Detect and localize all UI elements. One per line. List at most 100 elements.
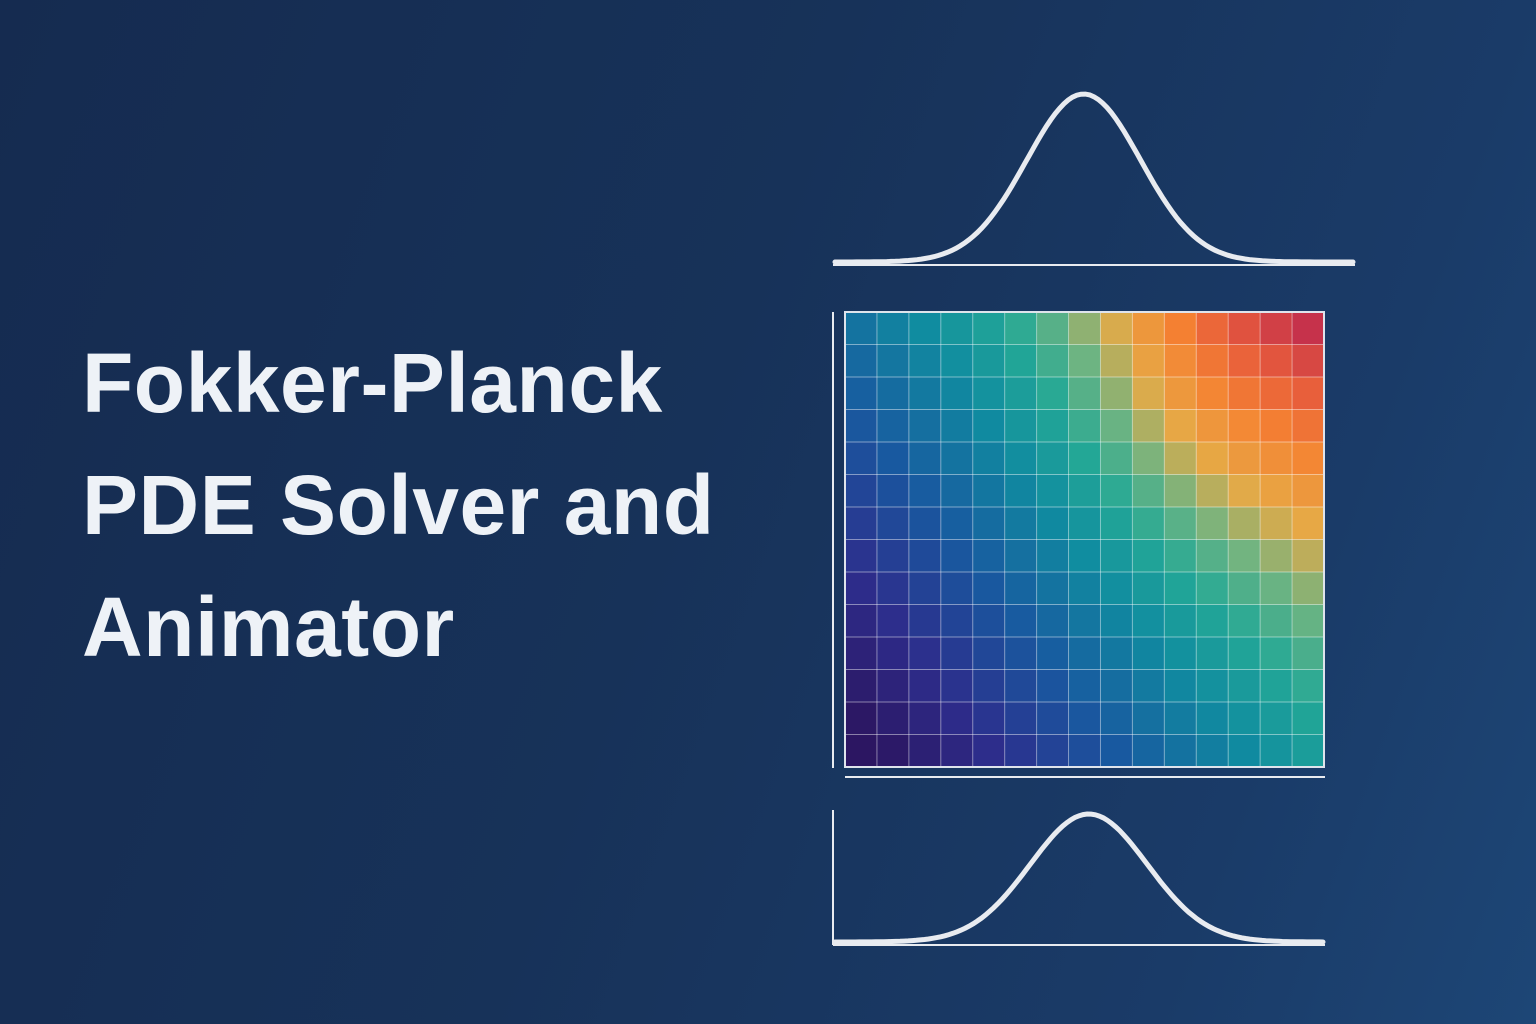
heatmap-cell (908, 507, 942, 540)
heatmap-cell (1164, 637, 1197, 670)
heatmap-cell (1004, 637, 1037, 670)
heatmap-cell (1068, 409, 1101, 443)
heatmap-cell (1004, 442, 1037, 475)
heatmap-cell (1004, 669, 1037, 703)
heatmap-cell (1036, 377, 1069, 410)
heatmap-cell (972, 669, 1005, 703)
heatmap-cell (1164, 604, 1197, 638)
heatmap-cell (1196, 474, 1229, 508)
heatmap-cell (1164, 377, 1197, 410)
heatmap-cell (876, 442, 910, 475)
heatmap-cell (1164, 507, 1197, 540)
heatmap-cell (940, 734, 974, 768)
heatmap-cell (876, 572, 910, 605)
heatmap-cell (1132, 604, 1165, 638)
heatmap-cell (1132, 539, 1165, 573)
heatmap-cell (1260, 312, 1293, 345)
heatmap-cell (940, 572, 974, 605)
heatmap-cell (1036, 734, 1069, 768)
title-line-2: PDE Solver and (82, 458, 715, 552)
heatmap-cell (876, 344, 910, 378)
heatmap-cell (1068, 669, 1101, 703)
heatmap-cell (1100, 507, 1133, 540)
heatmap-cell (1132, 637, 1165, 670)
heatmap-cell (876, 734, 910, 768)
heatmap-cell (1132, 409, 1165, 443)
heatmap-cell (1132, 734, 1165, 768)
heatmap-cell (1004, 507, 1037, 540)
heatmap-cell (1100, 669, 1133, 703)
heatmap-cell (1164, 409, 1197, 443)
heatmap-cell (1260, 539, 1293, 573)
heatmap-cell (940, 442, 974, 475)
heatmap-cell (940, 377, 974, 410)
heatmap-cell (1228, 409, 1261, 443)
heatmap-cell (1164, 669, 1197, 703)
heatmap-cell (1260, 442, 1293, 475)
heatmap-cell (972, 637, 1005, 670)
heatmap-cell (1260, 669, 1293, 703)
heatmap-cell (1292, 669, 1325, 703)
heatmap-cell (1036, 604, 1069, 638)
heatmap-cell (1196, 669, 1229, 703)
heatmap-cell (1132, 442, 1165, 475)
heatmap-cell (1068, 734, 1101, 768)
heatmap-cell (1196, 312, 1229, 345)
heatmap-cell (876, 539, 910, 573)
heatmap-cell (1164, 344, 1197, 378)
heatmap-cell (1196, 377, 1229, 410)
heatmap-grid (845, 312, 1325, 768)
heatmap-cell (1100, 377, 1133, 410)
heatmap-cell (940, 474, 974, 508)
heatmap-cell (1068, 702, 1101, 735)
heatmap-cell (1036, 507, 1069, 540)
heatmap-cell (908, 442, 942, 475)
heatmap-cell (908, 669, 942, 703)
heatmap-cell (908, 539, 942, 573)
heatmap-cell (1004, 604, 1037, 638)
heatmap-cell (1132, 669, 1165, 703)
heatmap-cell (1100, 604, 1133, 638)
heatmap-cell (1036, 539, 1069, 573)
heatmap-cell (845, 539, 878, 573)
heatmap-cell (1068, 572, 1101, 605)
heatmap-cell (845, 669, 878, 703)
heatmap-cell (1164, 702, 1197, 735)
heatmap-cell (845, 702, 878, 735)
heatmap-cell (940, 669, 974, 703)
heatmap-cell (908, 637, 942, 670)
heatmap-cell (1164, 474, 1197, 508)
heatmap-cell (908, 312, 942, 345)
heatmap-cell (1036, 344, 1069, 378)
heatmap-cell (1228, 572, 1261, 605)
heatmap-cell (1004, 572, 1037, 605)
heatmap-cell (1164, 442, 1197, 475)
heatmap-cell (1260, 409, 1293, 443)
heatmap-cell (1004, 702, 1037, 735)
heatmap-cell (845, 572, 878, 605)
heatmap-cell (845, 637, 878, 670)
heatmap-cell (1036, 669, 1069, 703)
title-line-1: Fokker-Planck (82, 336, 663, 430)
heatmap-cell (908, 474, 942, 508)
heatmap-cell (1068, 312, 1101, 345)
heatmap-cell (1004, 344, 1037, 378)
heatmap-cell (876, 669, 910, 703)
heatmap-cell (1068, 539, 1101, 573)
heatmap-cell (1164, 312, 1197, 345)
heatmap-cell (1196, 604, 1229, 638)
heatmap-cell (1164, 572, 1197, 605)
heatmap-cell (1068, 377, 1101, 410)
heatmap-cell (1228, 539, 1261, 573)
heatmap-cell (1100, 702, 1133, 735)
heatmap-cell (1196, 572, 1229, 605)
heatmap-cell (1036, 702, 1069, 735)
heatmap-cell (1228, 312, 1261, 345)
heatmap-cell (845, 409, 878, 443)
heatmap-cell (1196, 637, 1229, 670)
heatmap-cell (845, 474, 878, 508)
heatmap-cell (972, 474, 1005, 508)
heatmap-cell (1132, 572, 1165, 605)
heatmap-cell (845, 312, 878, 345)
heatmap-cell (940, 702, 974, 735)
